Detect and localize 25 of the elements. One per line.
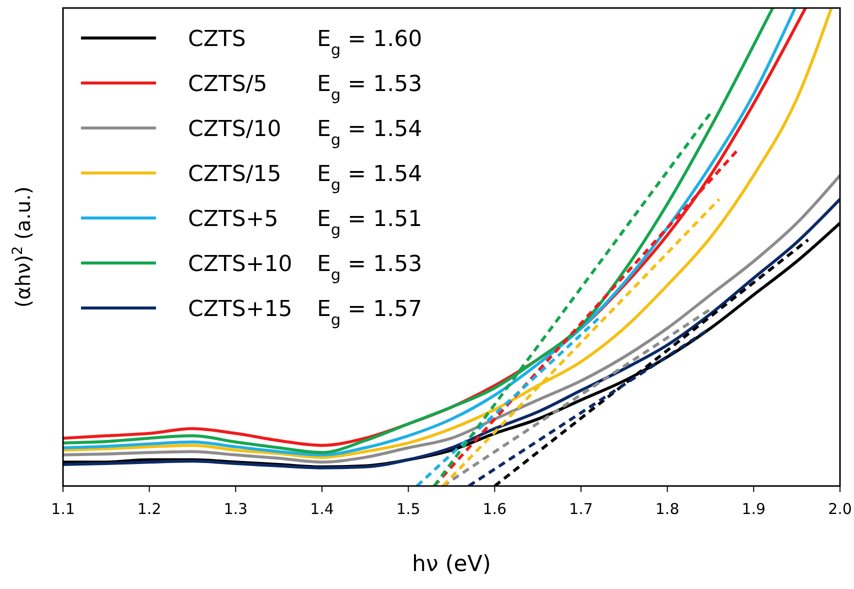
annotation: E$_{g}$ = 1.60 bbox=[317, 27, 422, 59]
x-tick-label: 1.1 bbox=[51, 500, 75, 518]
legend-label: CZTS/15 bbox=[188, 162, 282, 187]
annotation: E$_{g}$ = 1.51 bbox=[317, 207, 422, 239]
legend-label: CZTS bbox=[188, 27, 246, 52]
x-tick-label: 1.3 bbox=[224, 500, 248, 518]
x-axis-title: hν (eV) bbox=[412, 552, 491, 577]
x-tick-label: 1.6 bbox=[482, 500, 507, 518]
x-tick-label: 1.5 bbox=[396, 500, 420, 518]
annotation: E$_{g}$ = 1.53 bbox=[317, 252, 422, 284]
x-tick-label: 1.7 bbox=[569, 500, 593, 518]
legend-label: CZTS+10 bbox=[188, 252, 292, 277]
legend-label: CZTS+5 bbox=[188, 207, 278, 232]
x-tick-label: 1.8 bbox=[655, 500, 680, 518]
x-tick-label: 1.2 bbox=[137, 500, 162, 518]
x-tick-label: 2.0 bbox=[828, 500, 852, 518]
legend-label: CZTS/5 bbox=[188, 72, 268, 97]
legend-label: CZTS+15 bbox=[188, 297, 292, 322]
legend-label: CZTS/10 bbox=[188, 117, 282, 142]
annotation: E$_{g}$ = 1.54 bbox=[317, 117, 422, 149]
annotation: E$_{g}$ = 1.57 bbox=[317, 297, 422, 329]
annotation: E$_{g}$ = 1.54 bbox=[317, 162, 422, 194]
x-tick-label: 1.4 bbox=[310, 500, 334, 518]
x-tick-label: 1.9 bbox=[742, 500, 766, 518]
annotation: E$_{g}$ = 1.53 bbox=[317, 72, 422, 104]
